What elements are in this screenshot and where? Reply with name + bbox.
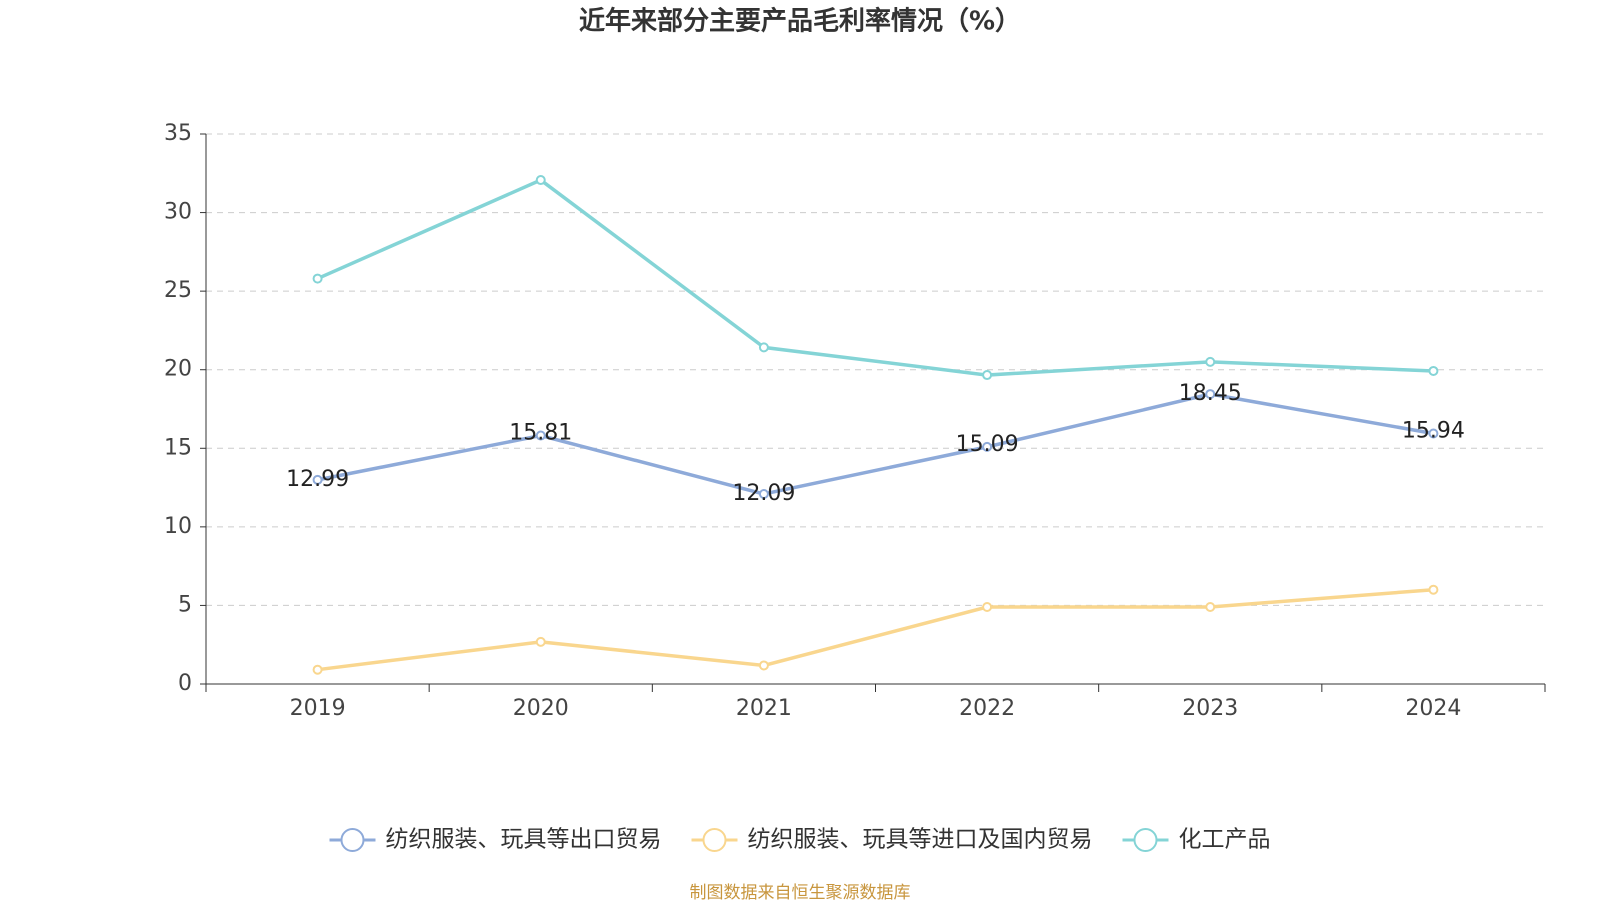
data-point — [1205, 389, 1216, 400]
x-tick-label: 2022 — [959, 696, 1015, 721]
data-label: 15.94 — [1402, 419, 1465, 444]
data-point — [982, 441, 993, 452]
data-point — [312, 474, 323, 485]
x-tick-label: 2023 — [1182, 696, 1238, 721]
data-point — [982, 602, 993, 612]
data-point — [758, 489, 769, 500]
y-tick-label: 30 — [164, 200, 192, 225]
data-point — [758, 342, 769, 353]
data-label: 15.81 — [509, 421, 572, 446]
y-tick-label: 20 — [164, 357, 192, 382]
data-label: 15.09 — [956, 432, 1019, 457]
y-tick-label: 5 — [178, 592, 192, 617]
legend-item[interactable]: 纺织服装、玩具等出口贸易 — [329, 827, 662, 853]
data-point — [758, 660, 769, 671]
data-point — [1428, 428, 1439, 439]
data-point — [1205, 602, 1216, 612]
data-label: 12.09 — [732, 481, 795, 506]
chart-title: 近年来部分主要产品毛利率情况（%） — [579, 6, 1021, 37]
data-point — [982, 370, 993, 381]
data-point — [535, 636, 546, 647]
legend-marker — [702, 828, 727, 852]
x-tick-label: 2021 — [736, 696, 792, 721]
y-tick-label: 25 — [164, 278, 192, 303]
y-tick-label: 15 — [164, 435, 192, 460]
y-tick-label: 10 — [164, 514, 192, 539]
data-label: 12.99 — [286, 467, 349, 492]
data-point — [535, 175, 546, 186]
data-label: 18.45 — [1179, 381, 1242, 406]
x-tick-label: 2020 — [513, 696, 569, 721]
legend-item[interactable]: 化工产品 — [1122, 827, 1271, 853]
legend-label: 纺织服装、玩具等出口贸易 — [386, 827, 662, 853]
legend-label: 化工产品 — [1179, 827, 1271, 853]
source-note: 制图数据来自恒生聚源数据库 — [690, 883, 911, 900]
data-point — [1428, 584, 1439, 595]
data-point — [1205, 356, 1216, 367]
y-tick-label: 35 — [164, 121, 192, 146]
data-point — [1428, 365, 1439, 376]
series-line — [316, 178, 1434, 377]
series-line — [317, 392, 1434, 496]
series-line — [317, 587, 1434, 672]
legend-marker — [1133, 828, 1158, 852]
legend-label: 纺织服装、玩具等进口及国内贸易 — [748, 827, 1093, 853]
data-point — [312, 273, 323, 284]
x-tick-label: 2019 — [290, 696, 346, 721]
legend-item[interactable]: 纺织服装、玩具等进口及国内贸易 — [691, 827, 1093, 853]
x-tick-label: 2024 — [1405, 696, 1461, 721]
data-point — [312, 664, 323, 675]
data-point — [535, 430, 546, 441]
legend-marker — [340, 828, 365, 852]
y-tick-label: 0 — [178, 671, 192, 696]
